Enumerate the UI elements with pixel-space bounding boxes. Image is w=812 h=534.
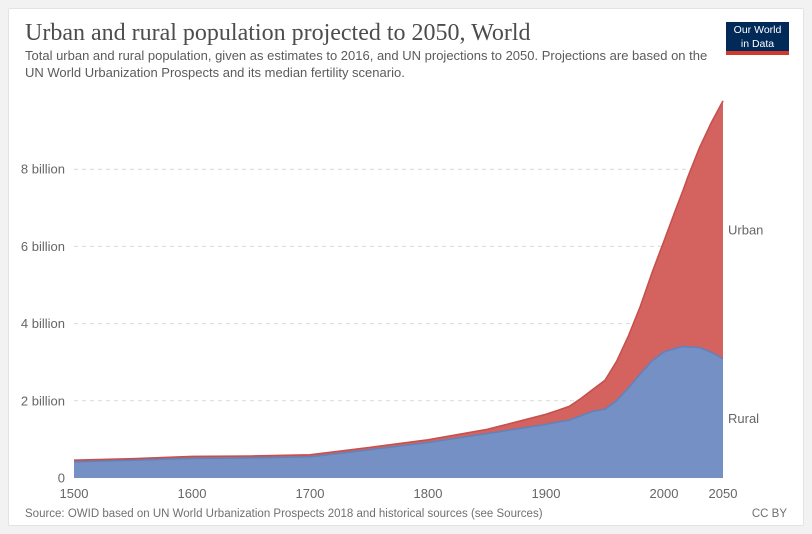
- x-tick-label: 1800: [414, 486, 443, 501]
- y-tick-label: 6 billion: [21, 239, 65, 254]
- x-tick-label: 1500: [60, 486, 89, 501]
- source-note: Source: OWID based on UN World Urbanizat…: [25, 508, 543, 520]
- logo-text-line-2: in Data: [740, 37, 775, 50]
- x-tick-label: 2000: [650, 486, 679, 501]
- chart-subtitle: Total urban and rural population, given …: [25, 48, 707, 81]
- x-tick-label: 2050: [709, 486, 738, 501]
- chart-footer: Source: OWID based on UN World Urbanizat…: [25, 508, 787, 520]
- rural-edge-line: [73, 345, 724, 463]
- series-label-rural: Rural: [728, 411, 759, 426]
- urban-edge-line: [73, 100, 724, 461]
- x-tick-label: 1600: [178, 486, 207, 501]
- x-tick-label: 1700: [296, 486, 325, 501]
- owid-logo[interactable]: Our World in Data: [726, 22, 789, 55]
- chart-title: Urban and rural population projected to …: [25, 20, 531, 46]
- subtitle-line-1: Total urban and rural population, given …: [25, 48, 708, 63]
- y-tick-label: 4 billion: [21, 316, 65, 331]
- chart-svg[interactable]: 0 2 billion 4 billion 6 billion 8 billion 150…: [9, 9, 805, 527]
- y-tick-label: 8 billion: [21, 162, 65, 177]
- y-tick-label: 2 billion: [21, 393, 65, 408]
- x-tick-label: 1900: [532, 486, 561, 501]
- chart-card: 0 2 billion 4 billion 6 billion 8 billion 150…: [8, 8, 804, 526]
- series-label-urban: Urban: [728, 222, 763, 237]
- subtitle-line-2: UN World Urbanization Prospects and its …: [25, 64, 405, 80]
- license-link[interactable]: CC BY: [751, 508, 787, 520]
- logo-text-line-1: Our World: [733, 24, 782, 36]
- y-tick-label: 0: [58, 471, 65, 486]
- area-rural[interactable]: [74, 346, 723, 478]
